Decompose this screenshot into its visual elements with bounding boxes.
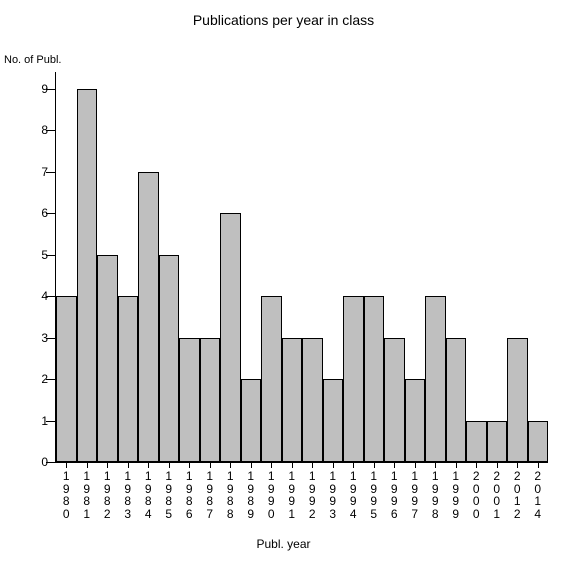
x-tick-label: 1981	[80, 470, 94, 520]
x-tick	[230, 462, 231, 468]
x-tick	[107, 462, 108, 468]
y-tick-label: 0	[24, 455, 48, 469]
x-tick-label: 1987	[203, 470, 217, 520]
x-tick	[394, 462, 395, 468]
bar	[220, 213, 241, 462]
bar	[425, 296, 446, 462]
x-tick-label: 2000	[469, 470, 483, 520]
x-tick-label: 1992	[305, 470, 319, 520]
bar	[56, 296, 77, 462]
bar	[241, 379, 262, 462]
chart-container: Publications per year in class No. of Pu…	[0, 0, 567, 567]
x-tick-label: 1988	[223, 470, 237, 520]
bar	[487, 421, 508, 462]
y-axis-label: No. of Publ.	[4, 54, 61, 66]
bar	[261, 296, 282, 462]
y-tick-label: 5	[24, 248, 48, 262]
x-tick	[210, 462, 211, 468]
x-tick	[353, 462, 354, 468]
y-tick-label: 6	[24, 206, 48, 220]
bar	[200, 338, 221, 462]
bar	[364, 296, 385, 462]
x-tick	[476, 462, 477, 468]
bar	[343, 296, 364, 462]
y-tick-label: 3	[24, 331, 48, 345]
x-tick	[312, 462, 313, 468]
x-tick-label: 2014	[531, 470, 545, 520]
x-tick	[456, 462, 457, 468]
y-tick-label: 7	[24, 165, 48, 179]
x-tick-label: 1990	[264, 470, 278, 520]
x-tick	[292, 462, 293, 468]
x-tick	[517, 462, 518, 468]
x-tick	[251, 462, 252, 468]
x-tick-label: 1996	[387, 470, 401, 520]
x-tick-label: 1980	[59, 470, 73, 520]
y-tick-label: 8	[24, 123, 48, 137]
x-tick	[66, 462, 67, 468]
x-tick	[374, 462, 375, 468]
bar	[446, 338, 467, 462]
x-tick	[87, 462, 88, 468]
bar	[159, 255, 180, 462]
x-tick-label: 1983	[121, 470, 135, 520]
x-tick-label: 1986	[182, 470, 196, 520]
x-tick-label: 1998	[428, 470, 442, 520]
bar	[97, 255, 118, 462]
x-axis-label: Publ. year	[0, 537, 567, 551]
x-tick	[148, 462, 149, 468]
x-tick-label: 1982	[100, 470, 114, 520]
chart-title: Publications per year in class	[0, 12, 567, 28]
x-tick	[333, 462, 334, 468]
bar	[323, 379, 344, 462]
y-tick-label: 1	[24, 414, 48, 428]
x-tick-label: 1995	[367, 470, 381, 520]
x-tick	[435, 462, 436, 468]
x-tick	[415, 462, 416, 468]
x-tick-label: 1993	[326, 470, 340, 520]
x-tick	[538, 462, 539, 468]
x-tick-label: 1985	[162, 470, 176, 520]
x-tick-label: 2012	[510, 470, 524, 520]
bar	[138, 172, 159, 462]
x-tick	[271, 462, 272, 468]
x-tick-label: 2001	[490, 470, 504, 520]
y-tick-label: 9	[24, 82, 48, 96]
bar	[528, 421, 549, 462]
y-tick-label: 2	[24, 372, 48, 386]
bar	[405, 379, 426, 462]
x-tick-label: 1999	[449, 470, 463, 520]
bar	[466, 421, 487, 462]
y-tick-label: 4	[24, 289, 48, 303]
bar	[118, 296, 139, 462]
x-tick-label: 1989	[244, 470, 258, 520]
bar	[179, 338, 200, 462]
bar	[77, 89, 98, 462]
x-tick	[128, 462, 129, 468]
bar	[282, 338, 303, 462]
plot-area: 0123456789198019811982198319841985198619…	[55, 72, 548, 463]
x-tick-label: 1991	[285, 470, 299, 520]
bar	[302, 338, 323, 462]
x-tick	[189, 462, 190, 468]
x-tick-label: 1984	[141, 470, 155, 520]
bar	[384, 338, 405, 462]
x-tick	[497, 462, 498, 468]
x-tick	[169, 462, 170, 468]
x-tick-label: 1994	[346, 470, 360, 520]
bar	[507, 338, 528, 462]
x-tick-label: 1997	[408, 470, 422, 520]
